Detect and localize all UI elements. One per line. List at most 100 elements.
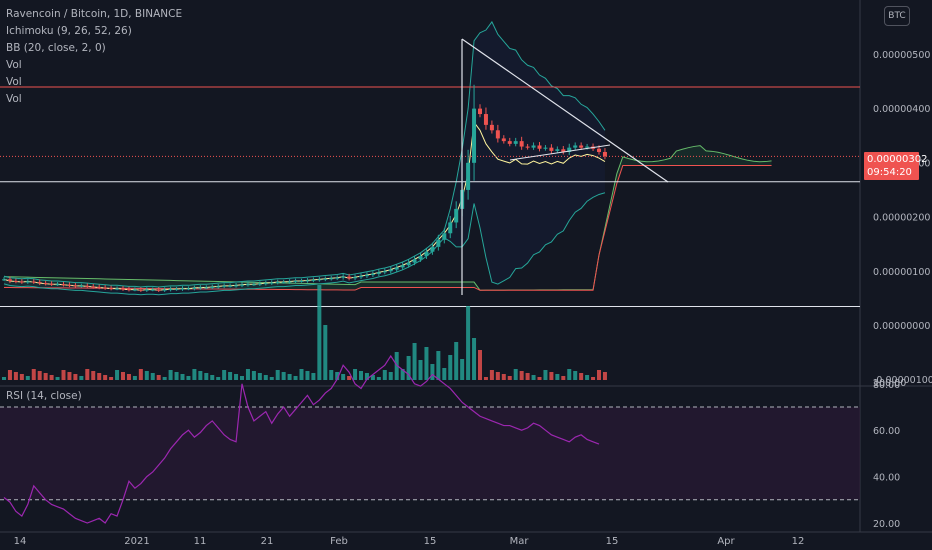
candle-body	[376, 272, 381, 274]
volume-bar	[121, 372, 125, 380]
candle-body	[436, 239, 441, 247]
candle-body	[192, 288, 197, 290]
chart-legend: Ravencoin / Bitcoin, 1D, BINANCE Ichimok…	[6, 6, 182, 108]
candle-body	[275, 282, 280, 284]
time-tick-label: Apr	[717, 536, 735, 547]
volume-bar	[454, 342, 459, 380]
price-tick-label: -0.00000100	[873, 375, 932, 386]
volume-bar	[49, 375, 54, 380]
bollinger-lower	[3, 192, 606, 296]
rsi-tick-label: 80.00	[873, 380, 900, 391]
candle-body	[91, 286, 96, 288]
candle-body	[228, 285, 233, 287]
candle-body	[472, 108, 477, 163]
indicator-vol[interactable]: Vol	[6, 76, 22, 88]
candle-body	[579, 145, 584, 148]
volume-bar	[370, 375, 375, 380]
indicator-bb[interactable]: BB (20, close, 2, 0)	[6, 42, 106, 54]
volume-bar	[210, 375, 215, 380]
volume-bar	[406, 356, 411, 380]
candle-body	[257, 283, 262, 285]
volume-bar	[85, 369, 90, 380]
volume-bar	[67, 372, 72, 380]
volume-bar	[549, 372, 554, 380]
candle-body	[55, 284, 60, 286]
volume-bar	[228, 372, 233, 380]
volume-bar	[7, 370, 12, 380]
volume-bar	[97, 373, 102, 380]
candle-body	[561, 149, 566, 152]
pattern-line-ascending	[509, 144, 611, 161]
candle-body	[501, 138, 506, 142]
volume-bar	[430, 364, 435, 380]
candle-body	[79, 285, 84, 287]
volume-bar	[382, 370, 387, 380]
candle-body	[210, 286, 215, 288]
volume-bar	[43, 373, 48, 380]
candle-body	[418, 256, 423, 260]
candle-body	[353, 277, 358, 279]
rsi-legend[interactable]: RSI (14, close)	[6, 390, 82, 402]
candle-body	[483, 114, 488, 125]
volume-bar	[263, 375, 268, 380]
candle-body	[507, 141, 512, 144]
volume-bar	[543, 370, 548, 380]
candle-body	[329, 278, 334, 280]
ichimoku-cloud	[4, 145, 772, 291]
currency-button[interactable]: BTC	[884, 6, 910, 26]
volume-bar	[186, 376, 191, 380]
volume-bar	[561, 376, 566, 380]
volume-bar	[25, 376, 30, 380]
candle-body	[168, 289, 173, 291]
time-tick-label: 2021	[124, 536, 149, 547]
candle-body	[531, 145, 536, 148]
candle-body	[585, 146, 590, 148]
volume-bar	[329, 370, 334, 380]
volume-bar	[317, 285, 322, 380]
candle-body	[555, 149, 560, 151]
volume-bar	[251, 371, 256, 380]
candle-body	[519, 141, 524, 147]
volume-bar	[287, 374, 292, 380]
candle-body	[186, 288, 191, 290]
volume-bar	[138, 369, 143, 380]
volume-bar	[335, 372, 340, 380]
volume-bar	[299, 369, 304, 380]
volume-bar	[311, 373, 316, 380]
candle-body	[109, 288, 114, 290]
candle-body	[299, 280, 304, 282]
volume-bar	[400, 369, 405, 380]
candle-body	[43, 283, 48, 285]
candle-body	[495, 130, 500, 139]
candle-body	[400, 265, 405, 268]
rsi-band-fill	[0, 407, 860, 500]
candle-body	[61, 284, 66, 286]
rsi-tick-label: 100.00	[873, 378, 906, 389]
candle-body	[602, 151, 607, 157]
volume-bar	[257, 373, 262, 380]
candle-body	[454, 208, 459, 223]
indicator-vol[interactable]: Vol	[6, 93, 22, 105]
volume-bar	[585, 375, 590, 380]
candle-body	[115, 288, 120, 290]
indicator-ichimoku[interactable]: Ichimoku (9, 26, 52, 26)	[6, 25, 132, 37]
volume-bar	[305, 371, 310, 380]
time-tick-label: 15	[424, 536, 437, 547]
candle-body	[132, 289, 137, 291]
price-tick-label: 0.00000100	[873, 267, 930, 278]
time-tick-label: Mar	[510, 536, 530, 547]
current-price-value: 0.00000302	[867, 154, 928, 165]
volume-bar	[126, 374, 131, 380]
candle-body	[335, 277, 340, 279]
candle-body	[597, 148, 601, 152]
candle-body	[216, 286, 221, 288]
bar-countdown: 09:54:20	[867, 167, 912, 178]
candle-body	[19, 281, 24, 283]
volume-bar	[353, 369, 358, 380]
volume-bar	[376, 377, 381, 380]
volume-bar	[555, 374, 560, 380]
candle-body	[126, 289, 131, 291]
indicator-vol[interactable]: Vol	[6, 59, 22, 71]
candle-body	[466, 162, 471, 190]
